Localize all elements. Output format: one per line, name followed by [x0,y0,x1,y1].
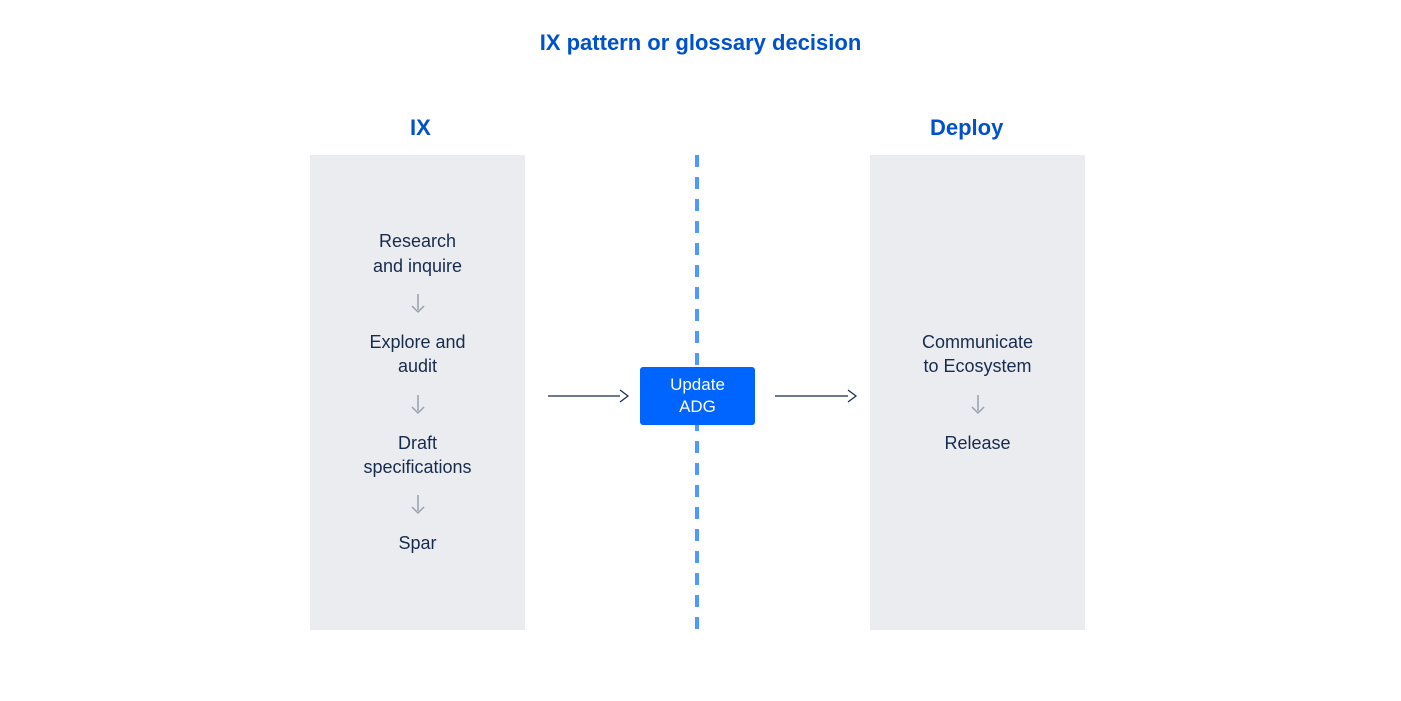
deploy-step: Communicateto Ecosystem [922,330,1033,379]
down-arrow-icon [408,393,428,417]
down-arrow-icon [968,393,988,417]
deploy-step: Release [944,431,1010,455]
ix-step: Researchand inquire [373,229,462,278]
down-arrow-icon [408,292,428,316]
ix-step: Spar [398,531,436,555]
right-column-header: Deploy [930,115,1003,141]
diagram-title: IX pattern or glossary decision [0,30,1401,56]
down-arrow-icon [408,493,428,517]
ix-panel: Researchand inquire Explore andaudit Draft… [310,155,525,630]
arrow-adg-to-deploy [775,386,862,406]
left-column-header: IX [410,115,431,141]
deploy-panel: Communicateto Ecosystem Release [870,155,1085,630]
update-adg-box: UpdateADG [640,367,755,425]
ix-step: Explore andaudit [369,330,465,379]
ix-step: Draftspecifications [363,431,471,480]
arrow-ix-to-adg [548,386,634,406]
